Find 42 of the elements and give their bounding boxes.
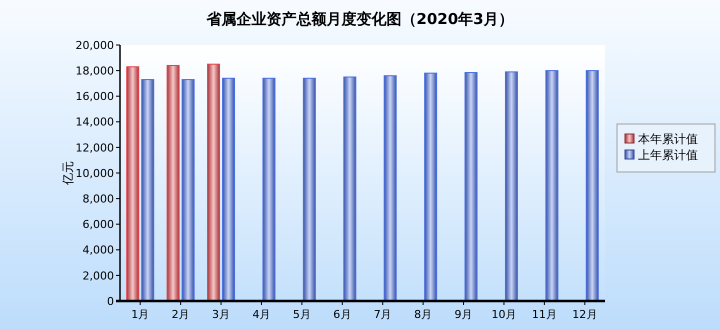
bar	[222, 78, 236, 302]
bar	[166, 64, 180, 302]
bar	[586, 70, 599, 302]
x-tick-label: 6月	[333, 308, 352, 321]
bar	[207, 64, 220, 302]
bar	[141, 79, 154, 302]
legend-label: 本年累计值	[638, 132, 698, 146]
x-tick-label: 2月	[172, 308, 190, 321]
x-tick-label: 4月	[252, 308, 270, 321]
y-tick-label: 10,000	[76, 166, 114, 180]
y-tick-label: 6,000	[82, 218, 114, 232]
y-tick-label: 20,000	[76, 38, 114, 52]
y-tick-label: 0	[107, 294, 114, 308]
x-tick-label: 1月	[131, 308, 150, 321]
bar	[262, 78, 276, 302]
bar	[545, 70, 558, 302]
x-tick-label: 3月	[212, 308, 230, 321]
x-tick-label: 5月	[292, 308, 311, 321]
bar	[384, 75, 397, 302]
x-tick-label: 8月	[414, 308, 432, 321]
legend-label: 上年累计值	[638, 148, 698, 162]
chart-title: 省属企业资产总额月度变化图（2020年3月）	[205, 10, 514, 28]
bar	[182, 79, 195, 302]
x-tick-label: 11月	[532, 308, 557, 321]
bar	[302, 78, 316, 302]
y-tick-label: 12,000	[76, 141, 114, 154]
y-tick-label: 4,000	[82, 244, 114, 257]
x-tick-label: 9月	[454, 308, 473, 321]
x-tick-label: 7月	[374, 308, 392, 321]
y-tick-label: 8,000	[82, 192, 114, 206]
y-tick-label: 2,000	[82, 269, 114, 282]
y-tick-label: 16,000	[76, 90, 114, 104]
bar	[504, 71, 518, 302]
bar	[464, 72, 478, 302]
y-axis-title: 亿元	[61, 161, 75, 186]
bar	[424, 72, 438, 302]
bar	[126, 66, 140, 302]
y-tick-label: 18,000	[76, 64, 114, 78]
x-tick-label: 10月	[491, 308, 516, 321]
y-tick-label: 14,000	[76, 116, 114, 129]
bar	[343, 76, 356, 302]
x-tick-label: 12月	[572, 308, 598, 321]
